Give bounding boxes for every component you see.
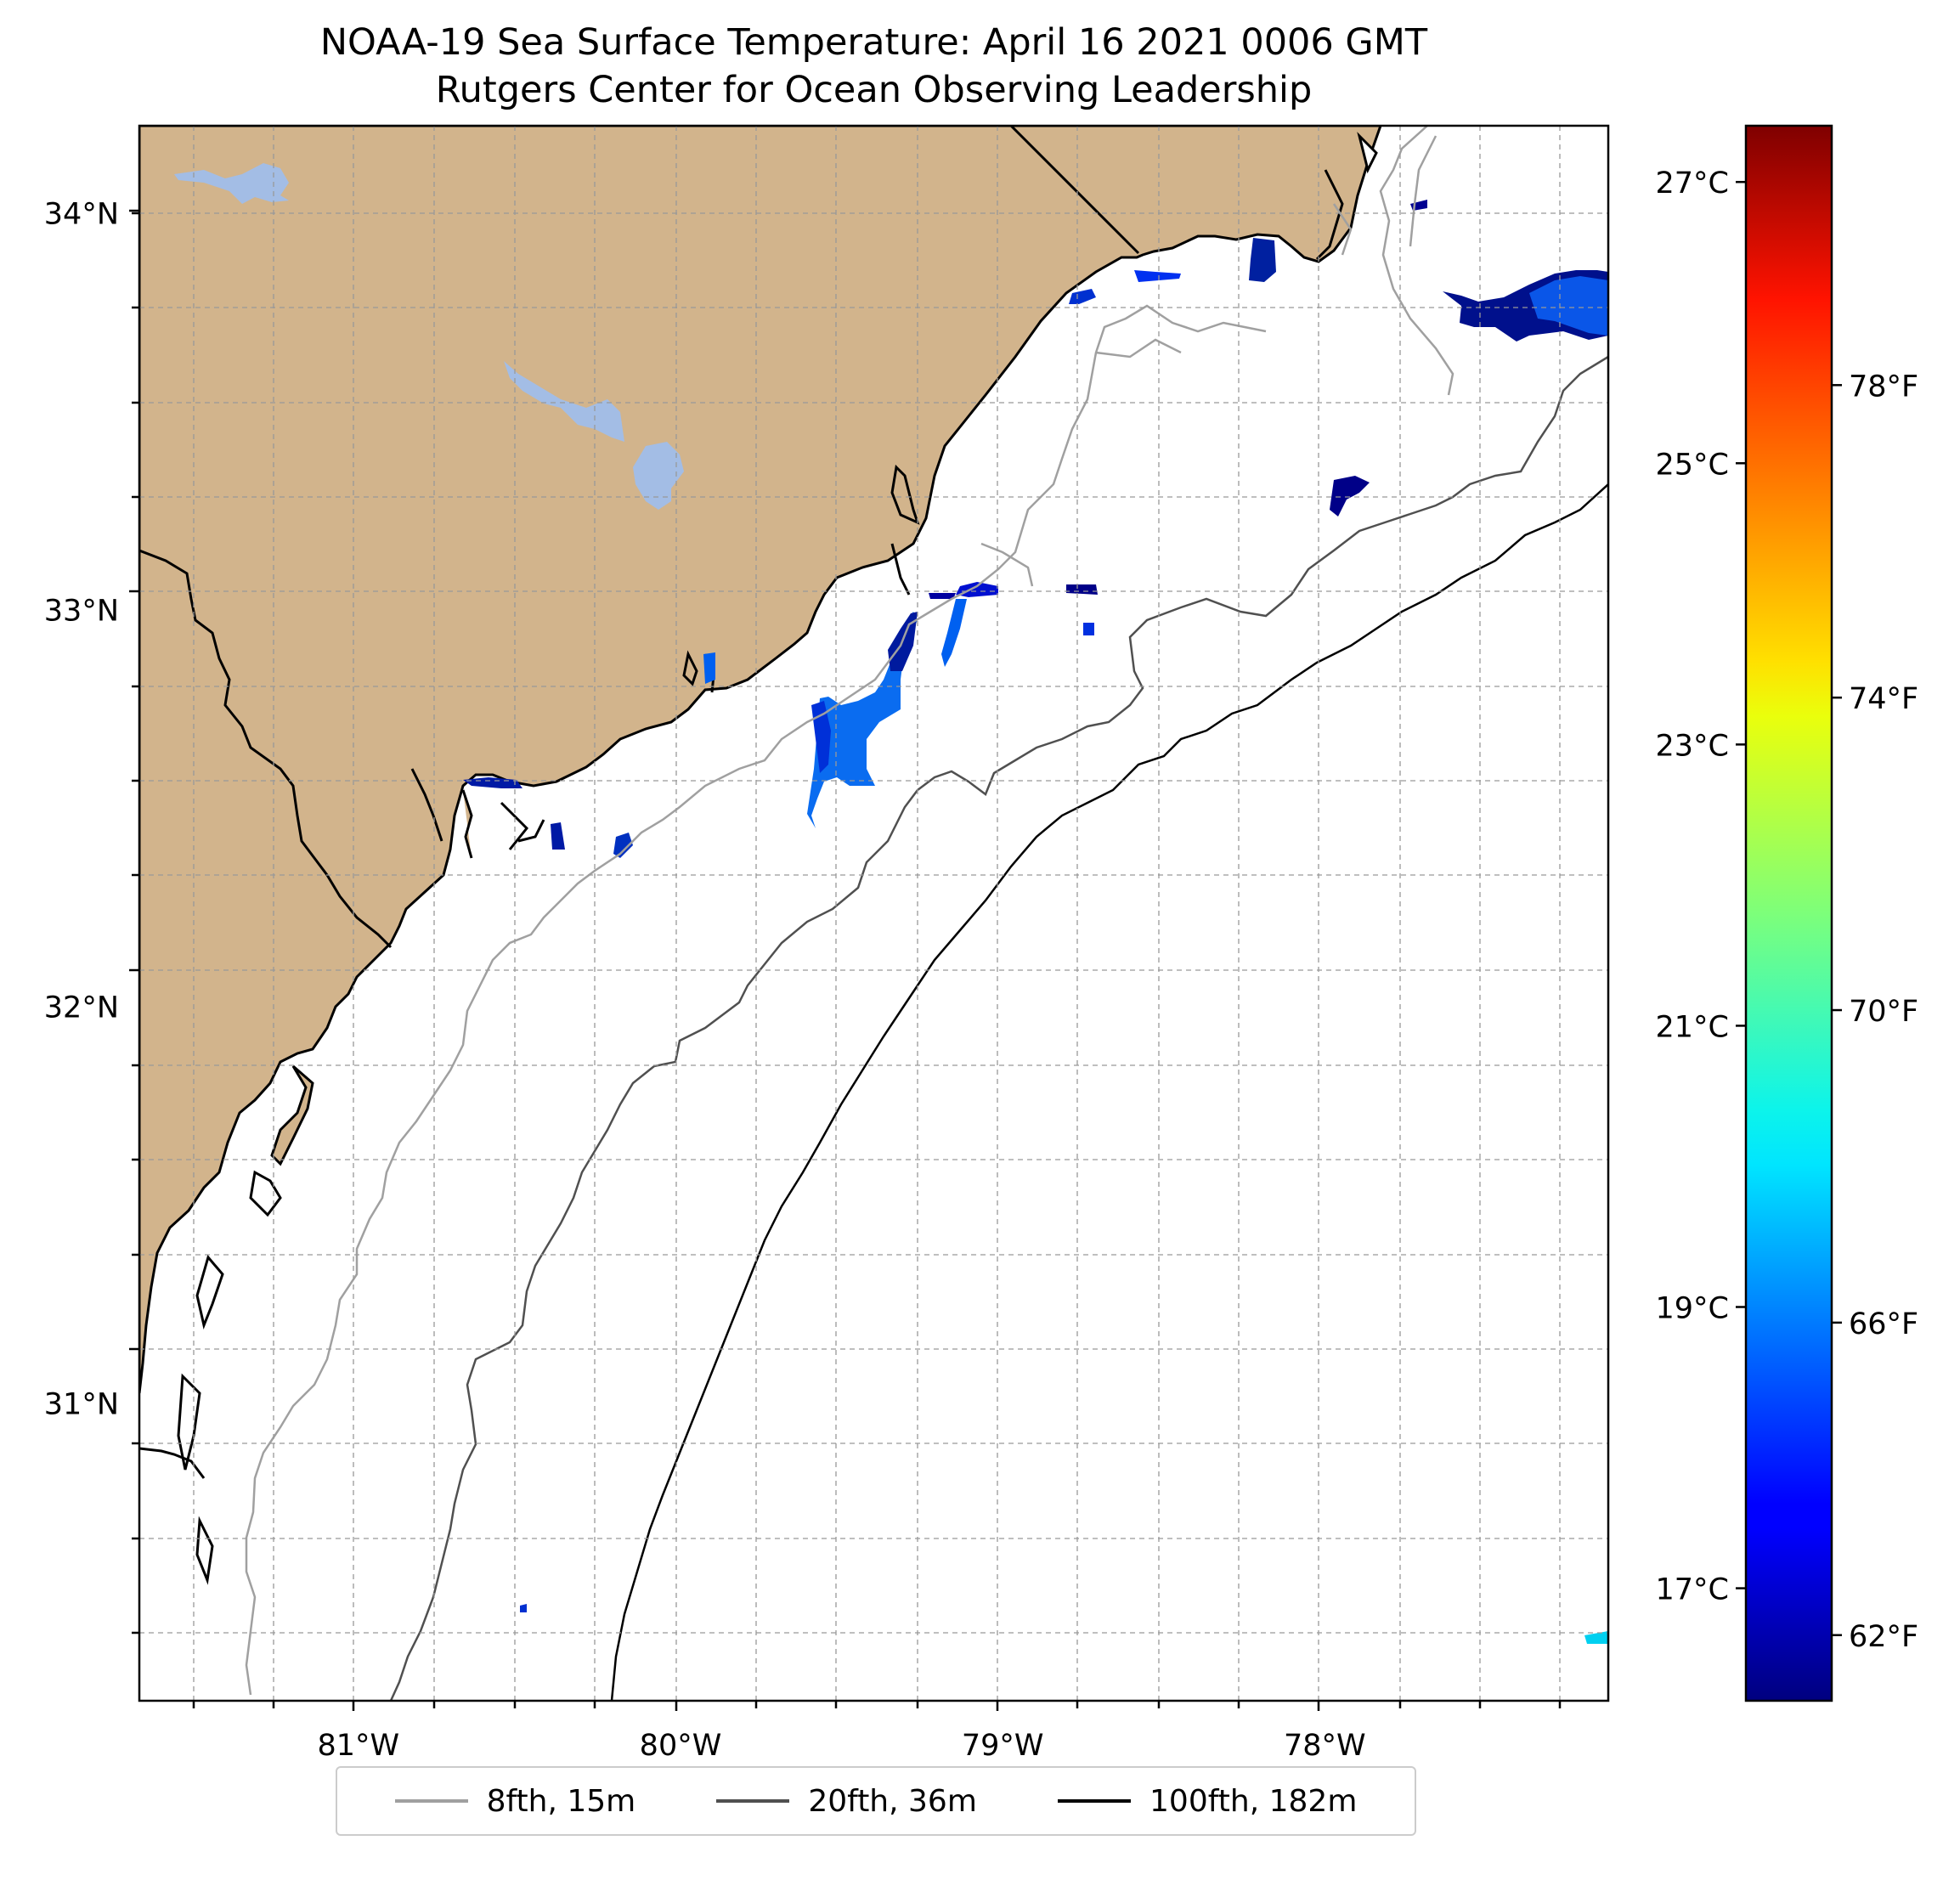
lat-tick-label: 34°N (44, 198, 119, 232)
legend-label: 100fth, 182m (1149, 1783, 1358, 1819)
legend-swatch (1058, 1799, 1132, 1803)
lon-tick-label: 78°W (1284, 1729, 1366, 1763)
legend-label: 8fth, 15m (486, 1783, 636, 1819)
state-border (1009, 126, 1140, 255)
legend: 8fth, 15m 20fth, 36m 100fth, 182m (336, 1766, 1416, 1836)
title-line-1: NOAA-19 Sea Surface Temperature: April 1… (319, 21, 1428, 64)
lat-tick-label: 31°N (44, 1388, 119, 1422)
fahrenheit-tick-label: 74°F (1849, 682, 1918, 716)
legend-item-8fth: 8fth, 15m (394, 1783, 636, 1819)
land (139, 126, 1382, 1394)
fahrenheit-tick-label: 66°F (1849, 1307, 1918, 1341)
river-1 (139, 549, 393, 949)
fahrenheit-tick-label: 62°F (1849, 1620, 1918, 1654)
lon-tick-label: 81°W (318, 1729, 400, 1763)
lake-2 (504, 361, 624, 442)
colorbar (1746, 126, 1832, 1701)
lake-3 (633, 442, 684, 510)
isobath-8fth (245, 126, 1454, 1696)
colorbar-frame (1744, 124, 1833, 1702)
lat-tick-label: 32°N (44, 991, 119, 1025)
celsius-tick-label: 23°C (1656, 729, 1729, 763)
legend-swatch (716, 1799, 790, 1803)
isobath-100fth (610, 483, 1608, 1701)
celsius-tick-label: 19°C (1656, 1292, 1729, 1326)
title-line-2: Rutgers Center for Ocean Observing Leade… (435, 69, 1313, 111)
celsius-tick-label: 27°C (1656, 167, 1729, 200)
map-frame (138, 124, 1610, 1702)
celsius-tick-label: 17°C (1656, 1573, 1729, 1607)
map-ticks (129, 209, 1562, 1711)
river-2 (139, 1447, 206, 1479)
legend-item-100fth: 100fth, 182m (1058, 1784, 1357, 1819)
lon-tick-label: 79°W (962, 1729, 1044, 1763)
fahrenheit-tick-label: 78°F (1849, 370, 1918, 404)
lat-tick-label: 33°N (44, 595, 119, 629)
legend-swatch (394, 1799, 468, 1803)
legend-label: 20fth, 36m (808, 1783, 977, 1819)
celsius-tick-label: 25°C (1656, 448, 1729, 482)
celsius-tick-label: 21°C (1656, 1010, 1729, 1044)
map-title: NOAA-19 Sea Surface Temperature: April 1… (138, 19, 1609, 114)
gridlines (139, 126, 1608, 1701)
lake-1 (174, 163, 289, 204)
sst-data (463, 200, 1608, 1644)
lon-tick-label: 80°W (640, 1729, 722, 1763)
isobath-20fth (389, 355, 1608, 1701)
legend-item-20fth: 20fth, 36m (716, 1784, 977, 1819)
fahrenheit-tick-label: 70°F (1849, 995, 1918, 1029)
